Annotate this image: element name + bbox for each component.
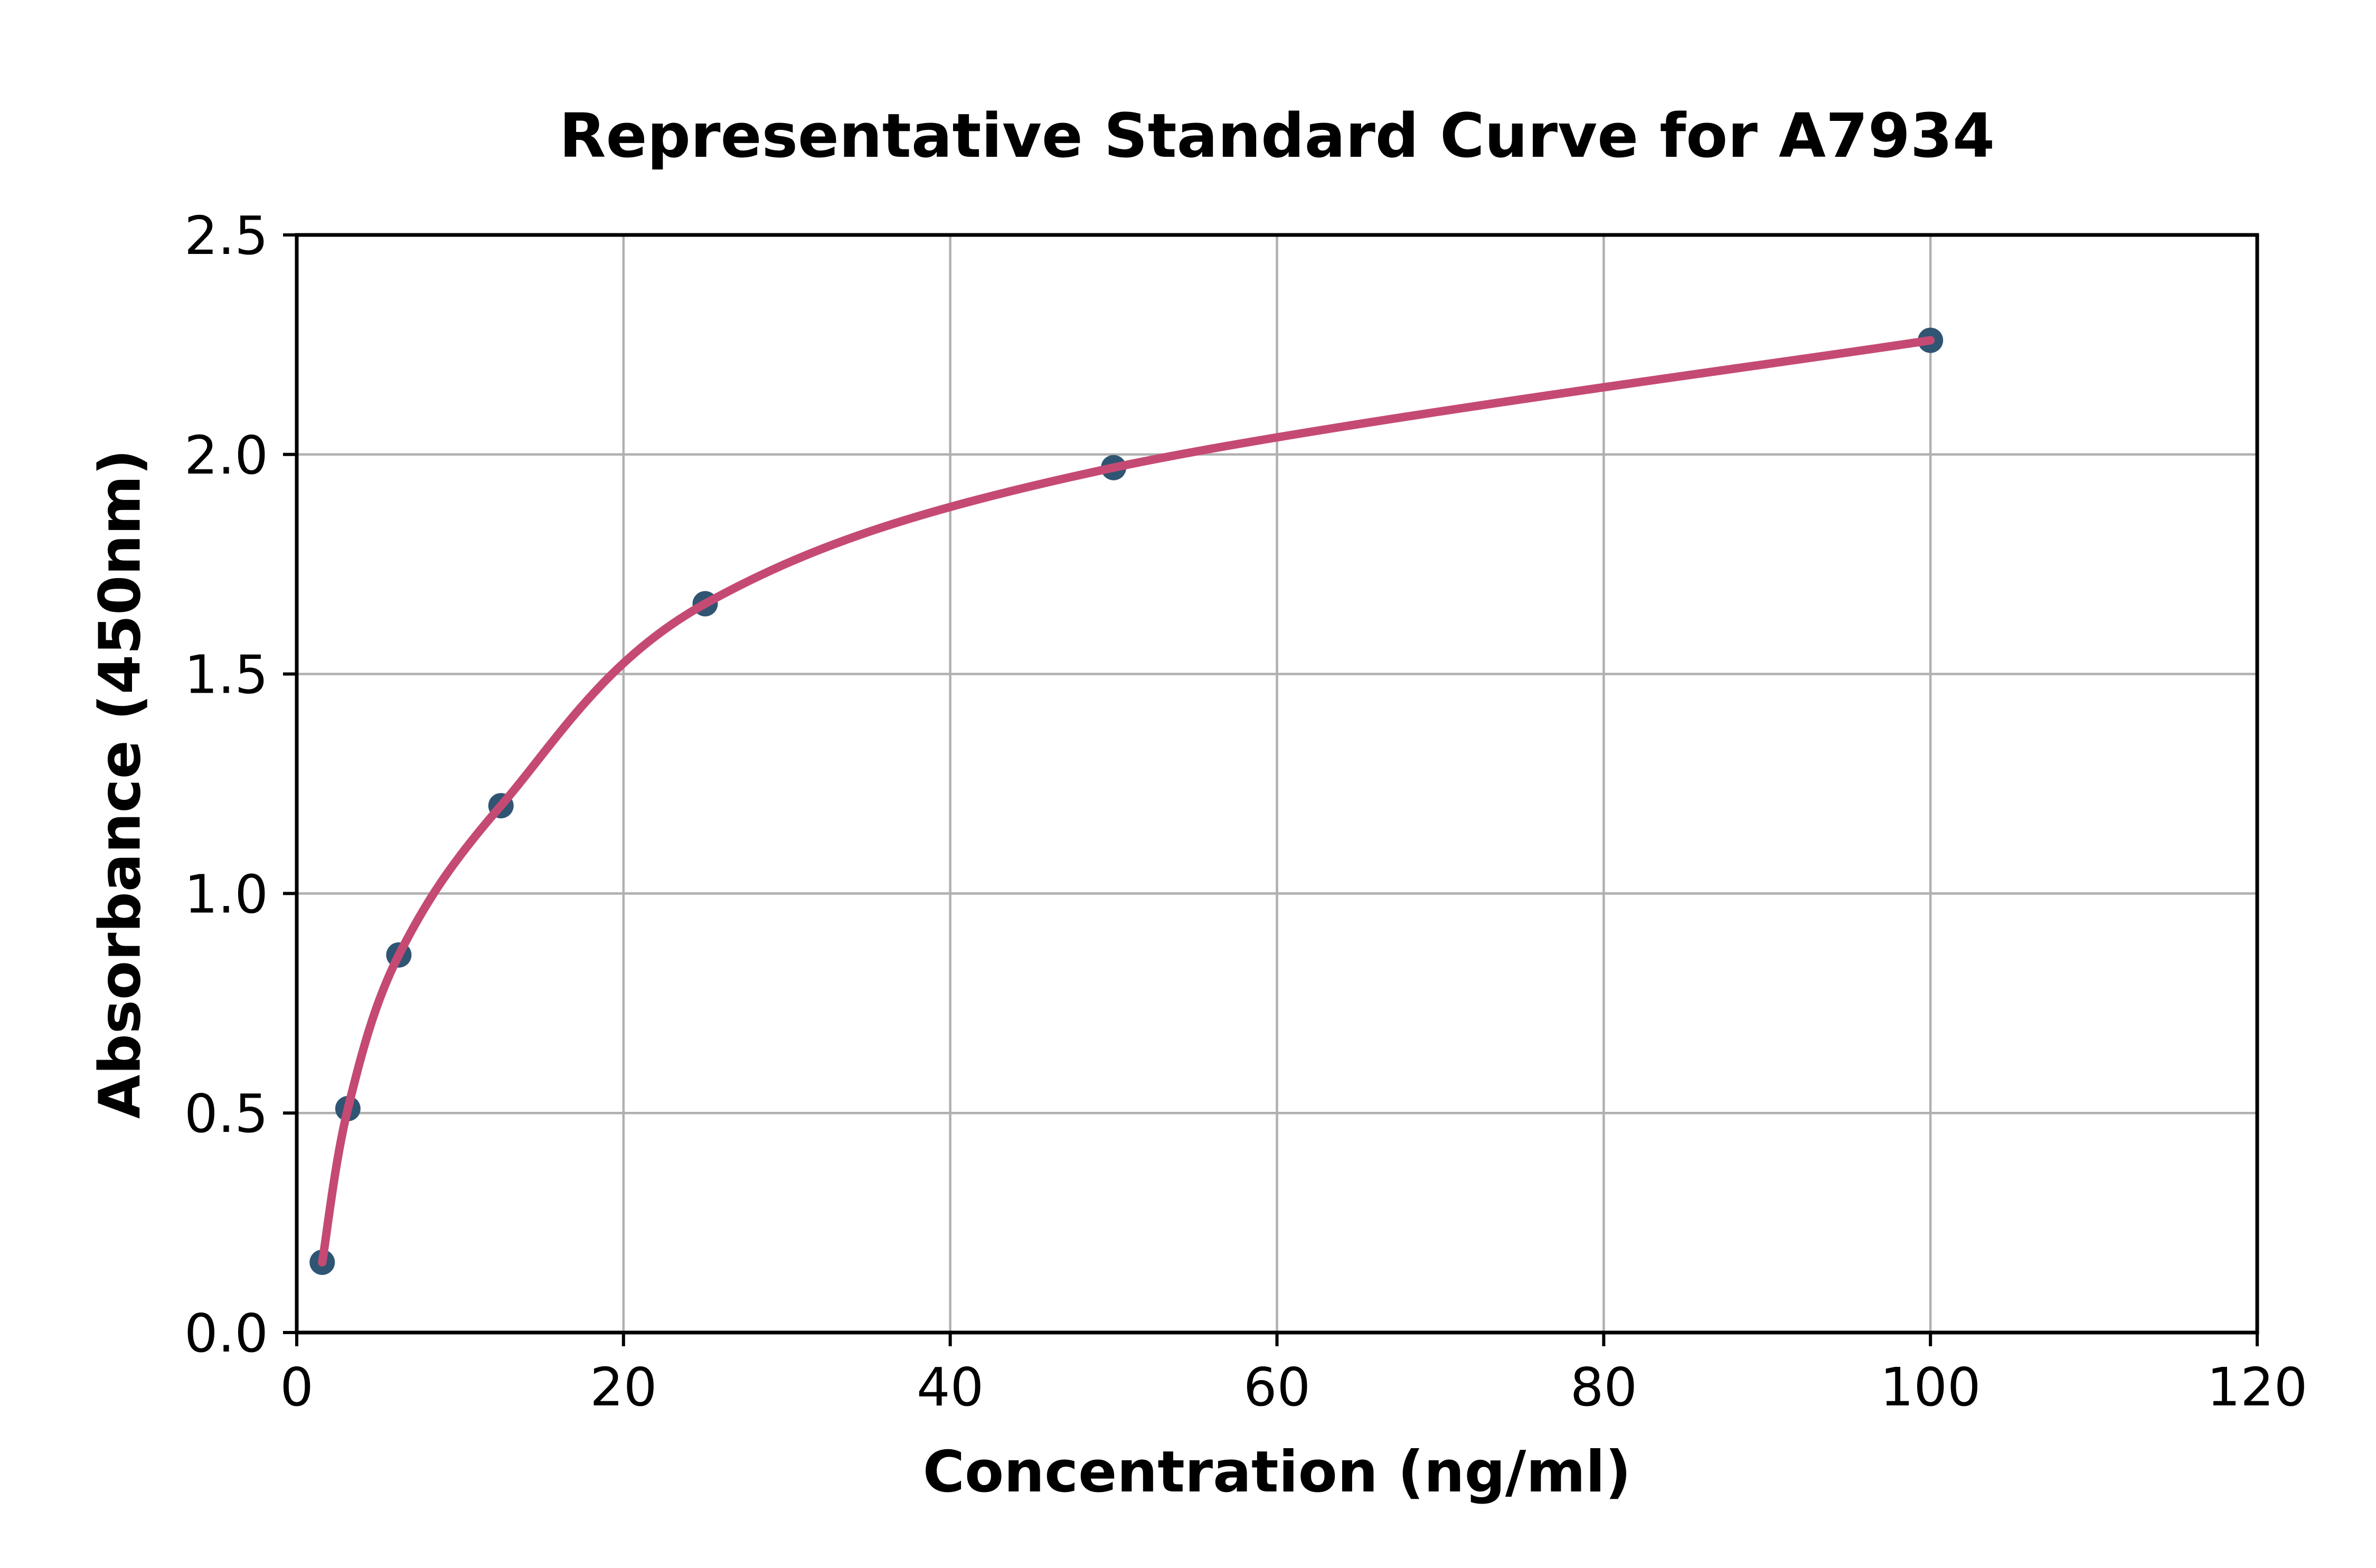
y-tick-label: 2.0 (184, 424, 268, 486)
x-axis-label: Concentration (ng/ml) (922, 1439, 1632, 1505)
x-tick-label: 20 (590, 1356, 657, 1418)
x-tick-label: 100 (1880, 1356, 1981, 1418)
chart-title: Representative Standard Curve for A7934 (559, 101, 1995, 172)
x-tick-label: 120 (2207, 1356, 2308, 1418)
y-axis-label: Absorbance (450nm) (87, 449, 154, 1119)
fit-curve (318, 336, 1935, 1267)
x-tick-label: 0 (280, 1356, 314, 1418)
y-tick-label: 1.5 (184, 644, 268, 706)
y-tick-label: 0.0 (184, 1302, 268, 1364)
x-tick-label: 40 (917, 1356, 984, 1418)
y-tick-label: 1.0 (184, 863, 268, 925)
x-tick-label: 60 (1243, 1356, 1310, 1418)
y-tick-label: 2.5 (184, 205, 268, 267)
y-tick-label: 0.5 (184, 1083, 268, 1145)
x-tick-label: 80 (1570, 1356, 1637, 1418)
